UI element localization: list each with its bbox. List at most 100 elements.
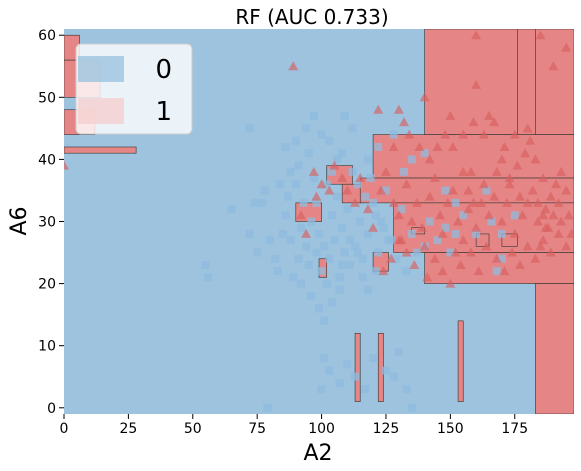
- class0-point-marker: [302, 242, 311, 251]
- class0-point-marker: [317, 267, 326, 276]
- class0-point-marker: [286, 167, 295, 176]
- class1-region-rect: [354, 332, 361, 402]
- class0-point-marker: [204, 273, 213, 282]
- class0-point-marker: [376, 217, 385, 226]
- class1-region-rect: [517, 29, 536, 135]
- class1-point-marker: [476, 197, 487, 207]
- class1-point-marker: [522, 197, 533, 207]
- class0-point-marker: [371, 267, 380, 276]
- class0-point-marker: [353, 180, 362, 189]
- class0-point-marker: [358, 254, 367, 263]
- class0-point-marker: [351, 242, 360, 251]
- class1-point-marker: [540, 222, 551, 232]
- class0-point-marker: [281, 142, 290, 151]
- legend-label-class0: 0: [155, 55, 172, 85]
- class1-point-marker: [380, 166, 391, 176]
- x-tick-label: 100: [308, 421, 335, 437]
- class0-point-marker: [407, 229, 416, 238]
- class1-point-marker: [378, 266, 389, 276]
- class0-point-marker: [358, 273, 367, 282]
- class1-point-marker: [517, 210, 528, 220]
- class0-point-marker: [374, 142, 383, 151]
- class0-point-marker: [381, 366, 390, 375]
- class1-point-marker: [471, 79, 482, 89]
- class1-point-marker: [532, 197, 543, 207]
- class1-point-marker: [535, 30, 546, 40]
- class0-point-marker: [343, 360, 352, 369]
- class0-point-marker: [446, 248, 455, 257]
- class0-point-marker: [402, 267, 411, 276]
- class0-point-marker: [374, 248, 383, 257]
- class1-point-marker: [375, 185, 386, 195]
- x-tick-label: 125: [373, 421, 400, 437]
- class1-point-marker: [393, 210, 404, 220]
- class1-point-marker: [507, 247, 518, 257]
- class1-point-marker: [504, 173, 515, 183]
- class1-point-marker: [553, 228, 564, 238]
- x-tick-label: 50: [184, 421, 202, 437]
- class0-point-marker: [407, 155, 416, 164]
- class1-point-marker: [445, 110, 456, 120]
- class1-point-marker: [417, 222, 428, 232]
- class1-point-marker: [329, 160, 340, 170]
- class0-point-marker: [289, 273, 298, 282]
- y-tick-label: 10: [38, 339, 56, 355]
- class0-point-marker: [451, 229, 460, 238]
- class1-point-marker: [401, 179, 412, 189]
- class0-point-marker: [379, 223, 388, 232]
- class0-point-marker: [348, 167, 357, 176]
- x-tick-label: 175: [501, 421, 528, 437]
- class0-point-marker: [250, 198, 259, 207]
- class1-point-marker: [471, 30, 482, 40]
- class1-point-marker: [509, 228, 520, 238]
- class1-point-marker: [489, 117, 500, 127]
- class1-point-marker: [429, 253, 440, 263]
- class1-point-marker: [538, 235, 549, 245]
- class1-point-marker: [548, 61, 559, 71]
- class0-point-marker: [397, 205, 406, 214]
- class1-point-marker: [548, 210, 559, 220]
- legend: 0 1: [75, 43, 193, 135]
- class1-point-marker: [491, 166, 502, 176]
- class0-point-marker: [302, 124, 311, 133]
- class0-point-marker: [307, 217, 316, 226]
- class1-point-marker: [491, 253, 502, 263]
- class0-point-marker: [497, 229, 506, 238]
- class0-point-marker: [312, 198, 321, 207]
- y-tick-label: 20: [38, 277, 56, 293]
- class1-point-marker: [553, 197, 564, 207]
- class1-point-marker: [455, 259, 466, 269]
- class0-point-marker: [317, 385, 326, 394]
- class1-point-marker: [499, 141, 510, 151]
- class1-region-rect: [457, 320, 464, 402]
- class0-point-marker: [263, 403, 272, 412]
- class0-point-marker: [315, 229, 323, 238]
- class1-point-marker: [406, 216, 417, 226]
- class1-point-marker: [563, 210, 574, 220]
- class0-point-marker: [348, 124, 357, 133]
- class1-point-marker: [522, 123, 533, 133]
- class0-point-marker: [296, 223, 305, 232]
- class0-point-marker: [451, 198, 460, 207]
- class0-point-marker: [369, 198, 378, 207]
- class1-point-marker: [295, 210, 306, 220]
- class1-point-marker: [484, 110, 494, 120]
- class0-point-marker: [392, 254, 401, 263]
- class1-point-marker: [514, 259, 525, 269]
- class1-point-marker: [566, 228, 574, 238]
- class0-point-marker: [325, 136, 334, 145]
- class1-point-marker: [447, 185, 458, 195]
- class1-point-marker: [399, 117, 409, 127]
- class0-point-marker: [284, 192, 293, 201]
- class0-point-marker: [304, 260, 313, 269]
- class1-point-marker: [64, 160, 69, 170]
- class1-point-marker: [404, 129, 415, 139]
- class1-point-marker: [419, 241, 430, 251]
- class0-point-marker: [482, 186, 491, 195]
- class1-point-marker: [424, 154, 435, 164]
- class0-point-marker: [412, 248, 421, 257]
- class1-point-marker: [429, 173, 440, 183]
- class1-region-rect: [535, 283, 574, 414]
- class1-point-marker: [556, 216, 567, 226]
